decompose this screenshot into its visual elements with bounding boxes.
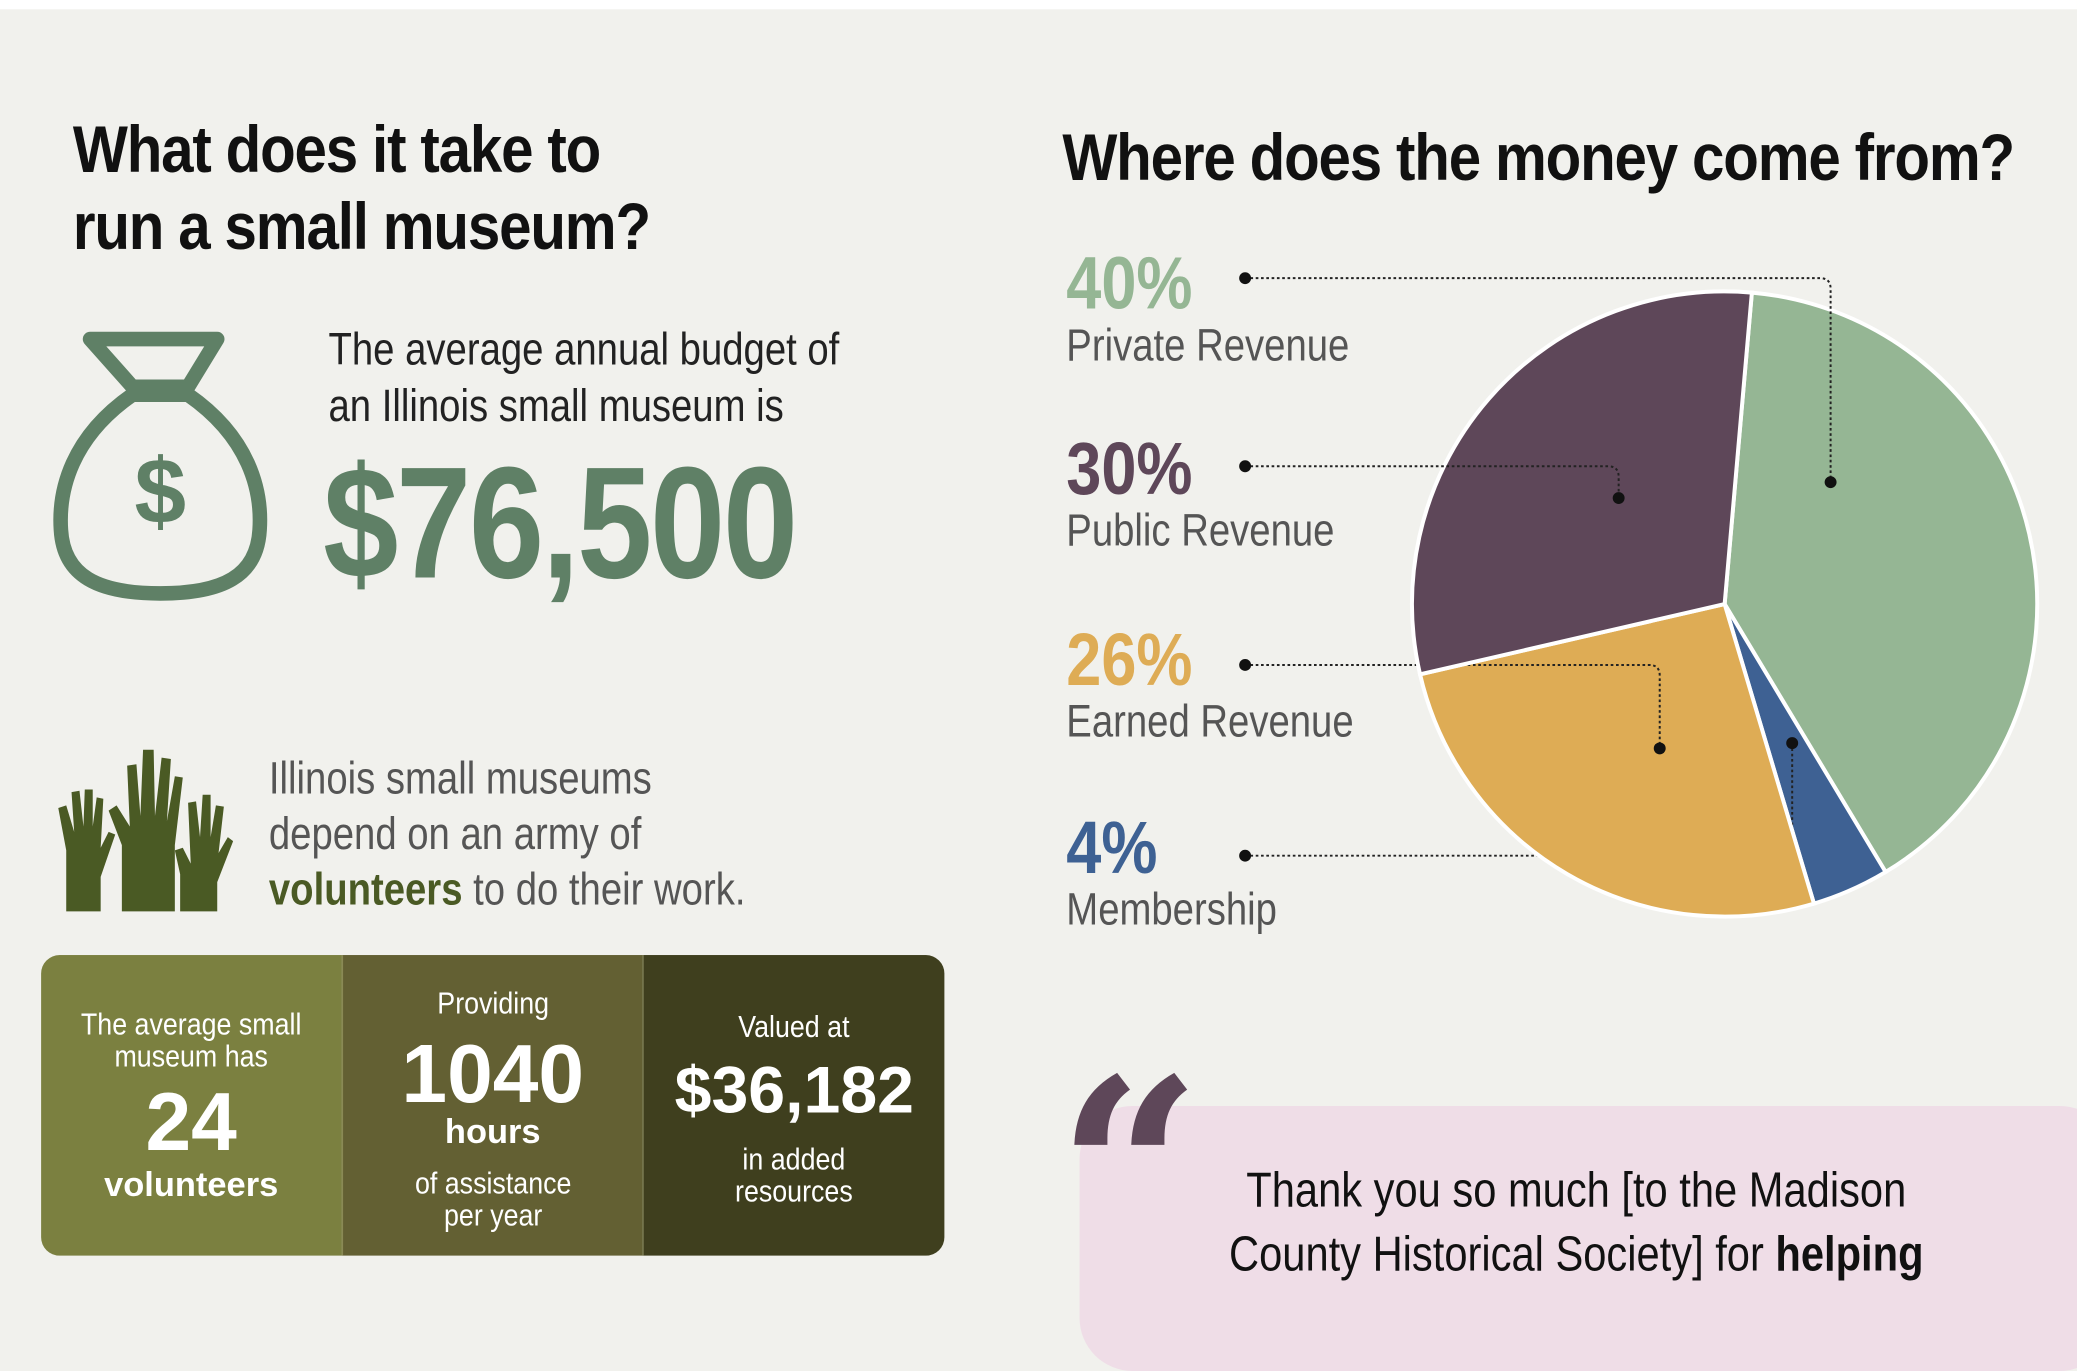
legend-pct: 30% [1066, 426, 1193, 510]
stat-label: per year [443, 1197, 542, 1232]
pie-chart [1239, 272, 2040, 919]
leader-dot [1653, 742, 1666, 755]
leader-line [1245, 663, 1661, 749]
leader-dot [1239, 849, 1252, 862]
legend-item: 30% Public Revenue [1066, 426, 1381, 557]
volunteer-stats: The average small museum has 24 voluntee… [41, 955, 945, 1256]
legend-label: Earned Revenue [1066, 696, 1354, 748]
money-bag-icon: $ [53, 331, 268, 601]
budget-line: an Illinois small museum is [328, 381, 784, 432]
quote-line-text: County Historical Society] for [1229, 1226, 1776, 1281]
leader-dot [1239, 272, 1252, 285]
stat-label: The average small [80, 1006, 302, 1042]
stat-label: Valued at [738, 1009, 850, 1044]
budget-value: $76,500 [323, 434, 798, 612]
leader-dot [1612, 492, 1625, 505]
title-line: run a small museum? [72, 189, 651, 264]
stat-unit: volunteers [104, 1164, 279, 1205]
legend-item: 40% Private Revenue [1066, 246, 1399, 371]
stat-value-added: Valued at $36,182 in added resources [642, 955, 945, 1256]
legend-label: Membership [1066, 884, 1277, 936]
legend-pct: 26% [1066, 617, 1193, 701]
leader-line [1245, 277, 1832, 483]
quote-line: County Historical Society] for helping [1188, 1223, 1965, 1287]
quote-line: Thank you so much [to the Madison [1246, 1162, 1907, 1218]
legend-pct: 40% [1066, 241, 1193, 325]
stat-value: $36,182 [674, 1053, 915, 1128]
top-strip [0, 0, 2077, 10]
svg-text:$: $ [134, 439, 186, 543]
pie-slice-public-revenue [1410, 289, 1755, 677]
left-title: What does it take to run a small museum? [72, 111, 651, 265]
volunteers-rest: to do their work. [462, 864, 746, 916]
title-line: What does it take to [72, 112, 601, 187]
volunteers-text: Illinois small museums depend on an army… [269, 751, 746, 918]
legend-label: Private Revenue [1066, 320, 1350, 371]
pie-slice-earned-revenue [1417, 601, 1817, 919]
budget-text: The average annual budget of an Illinois… [329, 322, 840, 436]
stat-unit: hours [444, 1111, 541, 1152]
legend-item: 26% Earned Revenue [1066, 617, 1404, 748]
budget-line: The average annual budget of [328, 324, 840, 375]
stat-hours: Providing 1040 hours of assistance per y… [341, 955, 643, 1256]
volunteers-line: Illinois small museums [268, 753, 652, 805]
leader-dot [1824, 476, 1837, 489]
stat-label: of assistance [414, 1165, 571, 1201]
leader-line [1245, 465, 1620, 499]
leader-dot [1239, 460, 1252, 473]
stat-value: 24 [145, 1076, 237, 1169]
stat-label: museum has [114, 1038, 268, 1073]
volunteers-line: volunteers to do their work. [269, 862, 746, 918]
quote-text: Thank you so much [to the Madison County… [1188, 1159, 1965, 1286]
stat-value: 1040 [401, 1029, 585, 1121]
volunteers-line: depend on an army of [268, 809, 642, 860]
leader-dot [1239, 658, 1252, 671]
legend-label: Public Revenue [1066, 505, 1335, 557]
volunteers-bold: volunteers [268, 864, 463, 916]
stat-volunteers: The average small museum has 24 voluntee… [41, 955, 342, 1256]
stat-label: in added [742, 1141, 846, 1177]
right-title: Where does the money come from? [1062, 120, 2015, 195]
stat-label: Providing [436, 985, 549, 1020]
stat-label: resources [735, 1173, 854, 1209]
quote-bold: helping [1775, 1226, 1924, 1281]
pie-slice-private-revenue [1722, 290, 2040, 875]
raised-hands-icon [58, 749, 234, 912]
legend-item: 4% Membership [1066, 805, 1314, 936]
quote-mark-icon: “ [1057, 1023, 1202, 1320]
legend-pct: 4% [1066, 805, 1158, 889]
leader-dot [1786, 737, 1799, 750]
